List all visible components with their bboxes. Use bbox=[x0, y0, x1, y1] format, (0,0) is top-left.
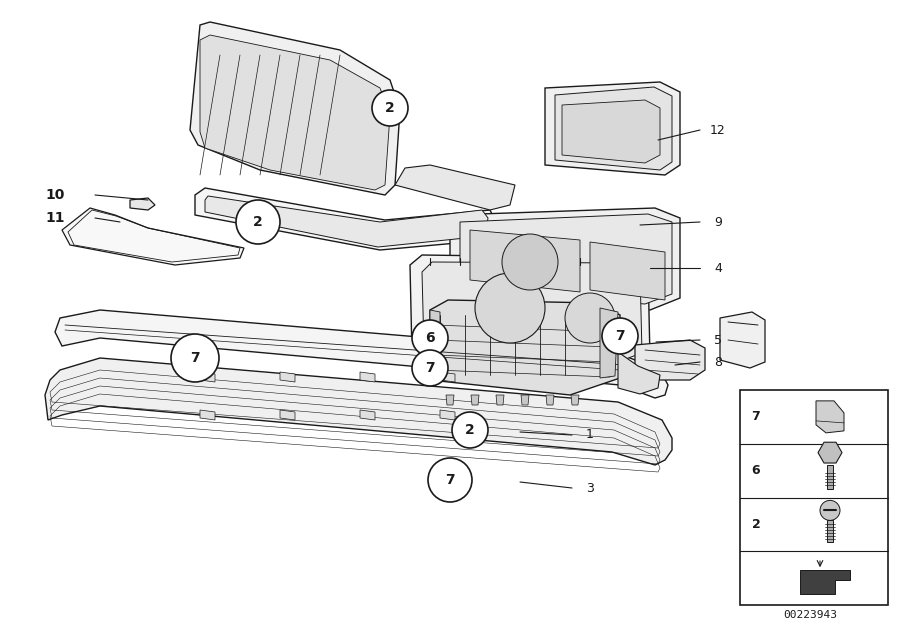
Polygon shape bbox=[816, 401, 844, 433]
Polygon shape bbox=[410, 255, 650, 370]
Text: 6: 6 bbox=[425, 331, 435, 345]
Circle shape bbox=[475, 273, 545, 343]
Polygon shape bbox=[195, 188, 495, 250]
Circle shape bbox=[412, 350, 448, 386]
Bar bbox=[740, 390, 888, 605]
Text: 9: 9 bbox=[714, 216, 722, 228]
Polygon shape bbox=[546, 395, 554, 405]
Text: 2: 2 bbox=[253, 215, 263, 229]
Polygon shape bbox=[280, 372, 295, 382]
Polygon shape bbox=[200, 372, 215, 382]
Text: 7: 7 bbox=[446, 473, 454, 487]
Text: 8: 8 bbox=[714, 356, 722, 368]
Circle shape bbox=[428, 458, 472, 502]
Polygon shape bbox=[430, 300, 620, 395]
Text: 4: 4 bbox=[714, 261, 722, 275]
Polygon shape bbox=[545, 82, 680, 175]
Polygon shape bbox=[800, 570, 850, 594]
Polygon shape bbox=[470, 230, 580, 292]
Circle shape bbox=[452, 412, 488, 448]
Polygon shape bbox=[450, 208, 680, 310]
Polygon shape bbox=[360, 372, 375, 382]
Polygon shape bbox=[562, 100, 660, 163]
Polygon shape bbox=[635, 340, 705, 380]
Text: 1: 1 bbox=[586, 429, 594, 441]
Polygon shape bbox=[45, 358, 672, 465]
Text: 7: 7 bbox=[752, 410, 760, 424]
Polygon shape bbox=[360, 410, 375, 420]
Polygon shape bbox=[818, 442, 842, 463]
Polygon shape bbox=[55, 310, 668, 398]
Circle shape bbox=[602, 318, 638, 354]
Circle shape bbox=[372, 90, 408, 126]
Polygon shape bbox=[280, 410, 295, 420]
Circle shape bbox=[565, 293, 615, 343]
Polygon shape bbox=[440, 410, 455, 420]
Text: 7: 7 bbox=[616, 329, 625, 343]
Text: 5: 5 bbox=[714, 333, 722, 347]
Circle shape bbox=[820, 501, 840, 520]
Circle shape bbox=[236, 200, 280, 244]
Polygon shape bbox=[460, 214, 672, 304]
Text: 6: 6 bbox=[752, 464, 760, 477]
Circle shape bbox=[412, 320, 448, 356]
Polygon shape bbox=[395, 165, 515, 210]
Text: 00223943: 00223943 bbox=[783, 610, 837, 620]
Polygon shape bbox=[571, 395, 579, 405]
Text: 12: 12 bbox=[710, 123, 726, 137]
Circle shape bbox=[502, 234, 558, 290]
Text: 7: 7 bbox=[190, 351, 200, 365]
Circle shape bbox=[171, 334, 219, 382]
Polygon shape bbox=[130, 198, 155, 210]
Text: 3: 3 bbox=[586, 481, 594, 495]
Polygon shape bbox=[190, 22, 400, 195]
Polygon shape bbox=[62, 208, 244, 265]
Polygon shape bbox=[430, 310, 440, 342]
Text: 2: 2 bbox=[465, 423, 475, 437]
Polygon shape bbox=[205, 196, 488, 247]
Polygon shape bbox=[827, 520, 833, 543]
Polygon shape bbox=[471, 395, 479, 405]
Polygon shape bbox=[200, 410, 215, 420]
Polygon shape bbox=[446, 395, 454, 405]
Polygon shape bbox=[600, 308, 618, 378]
Polygon shape bbox=[555, 87, 672, 170]
Polygon shape bbox=[720, 312, 765, 368]
Polygon shape bbox=[618, 352, 660, 394]
Polygon shape bbox=[440, 372, 455, 382]
Text: 2: 2 bbox=[752, 518, 760, 531]
Polygon shape bbox=[521, 395, 529, 405]
Polygon shape bbox=[590, 242, 665, 300]
Polygon shape bbox=[200, 35, 390, 190]
Polygon shape bbox=[422, 262, 642, 364]
Polygon shape bbox=[827, 465, 833, 488]
Text: 10: 10 bbox=[45, 188, 65, 202]
Text: 2: 2 bbox=[385, 101, 395, 115]
Text: 7: 7 bbox=[425, 361, 435, 375]
Polygon shape bbox=[496, 395, 504, 405]
Text: 11: 11 bbox=[45, 211, 65, 225]
